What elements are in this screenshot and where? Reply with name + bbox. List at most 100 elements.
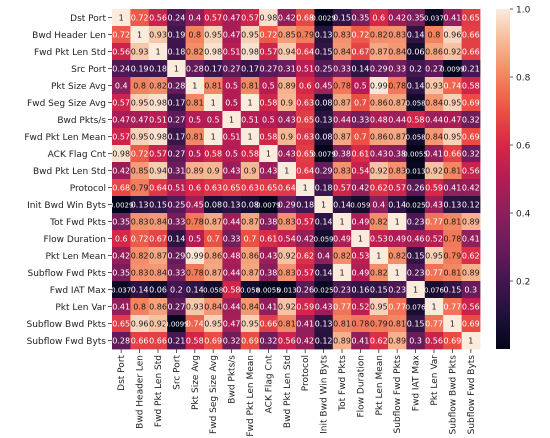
cell-value: 0.56 (462, 167, 480, 176)
heatmap-cell (277, 128, 297, 146)
cell-value: 0.96 (131, 320, 149, 329)
heatmap-cell (461, 94, 481, 112)
heatmap-cell (406, 332, 426, 350)
heatmap-cell (314, 145, 334, 163)
heatmap-cell (332, 179, 352, 197)
cell-value: 0.6 (115, 235, 128, 244)
cell-value: 0.79 (296, 31, 314, 40)
cell-value: 0.41 (259, 303, 277, 312)
heatmap-cell (424, 145, 444, 163)
cell-value: 0.64 (296, 167, 314, 176)
heatmap-cell (388, 111, 407, 129)
heatmap-cell (406, 196, 426, 214)
cell-value: 0.68 (296, 14, 314, 23)
heatmap-cell (204, 145, 223, 163)
cell-value: 0.78 (388, 82, 406, 91)
heatmap-cell (277, 77, 297, 95)
heatmap-cell (332, 247, 352, 265)
heatmap-cell (112, 264, 131, 282)
heatmap-cell (130, 9, 150, 27)
heatmap-cell (148, 77, 168, 95)
heatmap-cell (112, 281, 131, 299)
column-label: Tot Fwd Pkts (338, 355, 348, 412)
heatmap-cell (443, 213, 462, 231)
cell-value: 0.93 (425, 82, 443, 91)
heatmap-cell (240, 9, 260, 27)
cell-value: 0.83 (131, 269, 149, 278)
heatmap-cell (369, 128, 389, 146)
heatmap-cell (259, 196, 278, 214)
cell-value: 1 (155, 48, 160, 57)
cell-value: 0.13 (131, 201, 149, 210)
cell-value: 0.99 (370, 82, 388, 91)
heatmap-cell (332, 230, 352, 248)
cell-value: 0.025 (406, 202, 426, 210)
cell-value: 0.47 (112, 116, 130, 125)
heatmap-cell (296, 247, 315, 265)
heatmap-cell (424, 298, 444, 316)
heatmap-cell (277, 162, 297, 180)
heatmap-cell (406, 145, 426, 163)
cell-value: 0.33 (167, 269, 185, 278)
column-label: Protocol (301, 355, 311, 391)
heatmap-cell (185, 9, 205, 27)
cell-value: 0.0079 (311, 151, 336, 159)
heatmap-cell (185, 43, 205, 61)
cell-value: 0.24 (167, 14, 185, 23)
heatmap-cell (369, 26, 389, 44)
column-label: Init Bwd Win Byts (320, 355, 330, 434)
cell-value: 0.27 (425, 65, 443, 74)
cell-value: 0.33 (388, 65, 406, 74)
heatmap-cell (351, 111, 370, 129)
cell-value: 0.41 (296, 320, 314, 329)
cell-value: 0.62 (370, 184, 388, 193)
row-label: Init Bwd Win Byts (27, 201, 106, 211)
cell-value: 0.44 (223, 218, 241, 227)
heatmap-cell (461, 26, 481, 44)
cell-value: 0.06 (149, 286, 167, 295)
cell-value: 0.83 (388, 31, 406, 40)
cell-value: 0.45 (186, 201, 204, 210)
cell-value: 0.92 (370, 167, 388, 176)
heatmap-cell (443, 162, 462, 180)
cell-value: 0.41 (443, 14, 461, 23)
cell-value: 0.44 (223, 269, 241, 278)
cell-value: 0.69 (443, 337, 461, 346)
heatmap-cell (406, 247, 426, 265)
heatmap-cell (369, 43, 389, 61)
cell-value: 0.92 (278, 252, 296, 261)
cell-value: 0.26 (296, 286, 314, 295)
colorbar-tick-label: 0.4 (516, 210, 531, 220)
cell-value: 0.5 (207, 116, 220, 125)
cell-value: 0.65 (462, 14, 480, 23)
heatmap-cell (369, 196, 389, 214)
heatmap-cell (332, 162, 352, 180)
heatmap-cell (277, 298, 297, 316)
heatmap-cell (148, 298, 168, 316)
cell-value: 0.38 (333, 150, 351, 159)
cell-value: 0.38 (259, 269, 277, 278)
cell-value: 0.8 (428, 31, 441, 40)
heatmap-cell (461, 179, 481, 197)
heatmap-cell (406, 298, 426, 316)
cell-value: 0.74 (443, 82, 461, 91)
cell-value: 0.81 (241, 82, 259, 91)
heatmap-cell (222, 247, 242, 265)
heatmap-cell (332, 196, 352, 214)
heatmap-cell (406, 315, 426, 333)
cell-value: 0.43 (315, 303, 333, 312)
heatmap-cell (332, 43, 352, 61)
heatmap-cell (314, 43, 334, 61)
heatmap-cell (296, 9, 315, 27)
cell-value: 0.28 (167, 82, 185, 91)
cell-value: 1 (211, 133, 216, 142)
heatmap-cell (112, 230, 131, 248)
cell-value: 0.79 (443, 252, 461, 261)
cell-value: 0.77 (388, 303, 406, 312)
heatmap-cell (351, 332, 370, 350)
heatmap-cell (424, 77, 444, 95)
cell-value: 0.025 (314, 287, 334, 295)
column-label: Flow Duration (356, 355, 366, 418)
cell-value: 0.59 (425, 184, 443, 193)
heatmap-cell (167, 94, 186, 112)
